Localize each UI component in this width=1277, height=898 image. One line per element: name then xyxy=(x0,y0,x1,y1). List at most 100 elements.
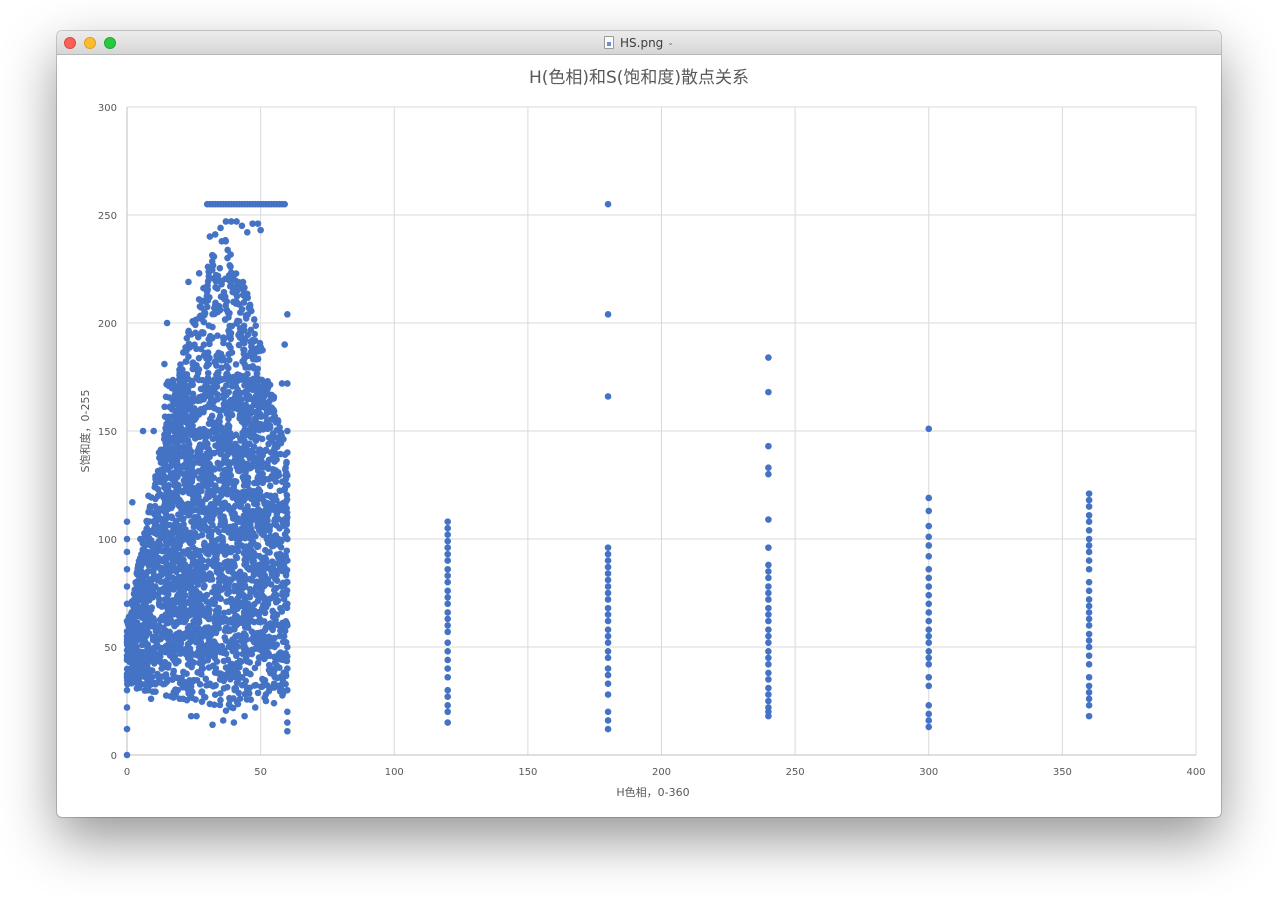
scatter-point xyxy=(227,661,234,669)
scatter-point xyxy=(254,467,262,475)
scatter-point xyxy=(218,280,225,288)
scatter-point xyxy=(135,674,142,682)
scatter-point xyxy=(604,654,612,662)
scatter-point xyxy=(229,625,237,633)
scatter-point xyxy=(152,475,159,483)
scatter-point xyxy=(166,438,174,446)
scatter-point xyxy=(925,626,933,634)
scatter-point xyxy=(135,564,143,571)
scatter-point xyxy=(175,443,183,451)
scatter-point xyxy=(190,659,198,666)
scatter-point xyxy=(604,200,612,208)
scatter-point xyxy=(180,521,187,528)
scatter-point xyxy=(203,433,210,440)
scatter-point xyxy=(163,514,170,522)
scatter-point xyxy=(765,626,772,634)
scatter-point xyxy=(209,599,217,607)
scatter-point xyxy=(925,648,933,655)
scatter-point xyxy=(190,586,198,593)
scatter-point xyxy=(280,595,288,603)
scatter-point xyxy=(271,634,278,642)
scatter-point xyxy=(276,487,284,495)
scatter-point xyxy=(149,688,157,696)
scatter-point xyxy=(243,510,251,517)
scatter-point xyxy=(1085,630,1093,638)
scatter-point xyxy=(207,491,215,498)
close-window-button[interactable] xyxy=(64,37,76,49)
scatter-point xyxy=(129,498,136,506)
scatter-point xyxy=(214,589,222,596)
preview-window: HS.png ⌄ H(色相)和S(饱和度)散点关系 0 50 100 150 200 25… xyxy=(57,31,1221,817)
scatter-point xyxy=(192,597,200,605)
minimize-window-button[interactable] xyxy=(84,37,96,49)
scatter-point xyxy=(193,373,201,381)
scatter-point xyxy=(925,617,933,625)
scatter-point xyxy=(195,644,203,652)
scatter-point xyxy=(252,437,260,444)
scatter-point xyxy=(227,442,234,449)
scatter-point xyxy=(202,378,209,385)
scatter-point xyxy=(925,542,933,549)
scatter-point xyxy=(190,523,198,531)
scatter-point xyxy=(1085,712,1093,720)
scatter-point xyxy=(251,704,259,711)
scatter-point xyxy=(259,346,266,354)
scatter-point xyxy=(193,345,200,353)
zoom-window-button[interactable] xyxy=(104,37,116,49)
scatter-point xyxy=(270,670,277,678)
scatter-point xyxy=(185,610,192,617)
scatter-point xyxy=(250,500,258,508)
scatter-point xyxy=(208,412,216,420)
scatter-point xyxy=(196,482,204,490)
scatter-point xyxy=(172,468,180,476)
scatter-point xyxy=(1085,652,1093,659)
scatter-point xyxy=(142,536,150,543)
scatter-point xyxy=(140,559,147,566)
scatter-point xyxy=(250,601,258,608)
scatter-point xyxy=(258,435,266,443)
scatter-point xyxy=(206,477,214,485)
scatter-point xyxy=(163,319,171,327)
scatter-point xyxy=(244,447,252,455)
scatter-point xyxy=(159,471,166,478)
scatter-point xyxy=(271,586,278,594)
scatter-point xyxy=(123,673,131,681)
scatter-point xyxy=(225,356,233,364)
scatter-point xyxy=(195,270,203,277)
scatter-point xyxy=(206,640,214,647)
scatter-point xyxy=(163,545,170,552)
scatter-point xyxy=(444,639,452,646)
scatter-point xyxy=(204,263,212,271)
scatter-point xyxy=(444,550,452,558)
scatter-point xyxy=(171,399,179,407)
scatter-point xyxy=(219,646,226,654)
scatter-point xyxy=(444,656,452,664)
y-tick-label: 250 xyxy=(98,211,117,222)
title-bar[interactable]: HS.png ⌄ xyxy=(57,31,1221,55)
scatter-point xyxy=(209,252,217,260)
scatter-point xyxy=(209,427,216,435)
chart-title: H(色相)和S(饱和度)散点关系 xyxy=(529,68,749,88)
scatter-point xyxy=(269,626,276,634)
scatter-point xyxy=(765,574,772,582)
scatter-point xyxy=(272,653,279,660)
scatter-point xyxy=(138,580,146,588)
scatter-point xyxy=(227,269,235,276)
scatter-point xyxy=(230,382,238,390)
scatter-point xyxy=(153,641,161,648)
scatter-point xyxy=(239,450,246,458)
scatter-point xyxy=(206,453,213,461)
scatter-point xyxy=(270,684,278,691)
scatter-point xyxy=(444,544,452,551)
chevron-down-icon[interactable]: ⌄ xyxy=(667,38,674,47)
scatter-point xyxy=(164,419,172,427)
scatter-point xyxy=(208,384,216,392)
scatter-point xyxy=(237,517,245,525)
scatter-point xyxy=(200,584,208,591)
scatter-point xyxy=(224,309,232,316)
scatter-point xyxy=(217,690,224,697)
scatter-point xyxy=(182,358,190,365)
window-title-area[interactable]: HS.png ⌄ xyxy=(57,31,1221,54)
scatter-point xyxy=(604,393,612,400)
scatter-point xyxy=(220,335,227,343)
